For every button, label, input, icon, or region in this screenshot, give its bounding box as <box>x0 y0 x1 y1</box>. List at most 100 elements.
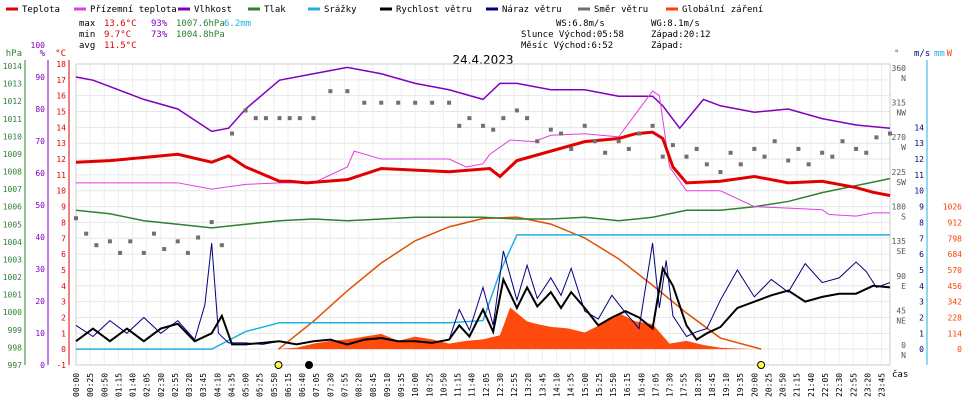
axis-ms-tick: 10 <box>914 187 924 196</box>
axis-ms-tick: 7 <box>919 234 924 243</box>
stat-min-temp: 9.7°C <box>104 30 131 40</box>
axis-hpa-tick: 1000 <box>3 308 22 317</box>
wind-direction-point <box>888 131 892 136</box>
wind-direction-point <box>230 131 235 136</box>
legend-label: Globální záření <box>682 5 763 15</box>
x-tick-label: 22:05 <box>821 373 830 397</box>
stat-sun-set: Západ:20:12 <box>651 30 711 40</box>
wind-direction-point <box>786 158 791 163</box>
axis-pct-tick: 30 <box>35 265 45 274</box>
axis-dir-name: W <box>901 143 906 152</box>
axis-hpa-tick: 1005 <box>3 220 22 229</box>
stat-avg-label: avg <box>79 41 95 51</box>
wind-direction-point <box>603 150 608 155</box>
stat-rain: 6.2mm <box>224 19 251 29</box>
stat-moon-set: Západ: <box>651 41 684 51</box>
x-tick-label: 03:20 <box>185 373 194 397</box>
wind-direction-point <box>209 220 214 225</box>
sunrise-marker <box>274 361 283 369</box>
wind-direction-point <box>328 89 333 94</box>
x-tick-label: 17:05 <box>651 373 660 397</box>
legend-label: Vlhkost <box>194 5 232 15</box>
wind-direction-point <box>141 250 146 255</box>
x-tick-label: 05:50 <box>270 373 279 397</box>
stat-max-label: max <box>79 19 96 29</box>
radiation-area <box>76 307 890 350</box>
x-tick-label: 11:40 <box>468 373 477 397</box>
wind-direction-point <box>243 108 248 113</box>
x-tick-label: 15:25 <box>595 373 604 397</box>
x-tick-label: 02:55 <box>171 373 180 397</box>
wind-direction-point <box>830 154 835 159</box>
wind-direction-point <box>430 100 435 105</box>
x-tick-label: 01:15 <box>114 373 123 397</box>
wind-direction-point <box>548 127 553 132</box>
wind-direction-point <box>670 143 675 148</box>
axis-wm2-tick: 912 <box>948 218 963 227</box>
wind-direction-point <box>277 116 282 121</box>
axis-celsius-tick: 10 <box>56 187 66 196</box>
x-tick-label: 02:05 <box>143 373 152 397</box>
wind-direction-point <box>287 116 292 121</box>
axis-hpa-tick: 1014 <box>3 62 22 71</box>
axis-pct-tick: 0 <box>40 361 45 370</box>
axis-celsius-tick: 9 <box>61 203 66 212</box>
wind-direction-point <box>175 239 180 244</box>
axis-wm2-tick: 0 <box>957 345 962 354</box>
axis-hpa-tick: 1007 <box>3 185 22 194</box>
axis-dir-name: SE <box>896 247 906 256</box>
wind-direction-point <box>107 239 112 244</box>
axis-celsius-tick: 13 <box>56 139 66 148</box>
wind-direction-point <box>569 146 574 151</box>
axis-dir-tick: 270 <box>892 133 907 142</box>
x-tick-label: 08:20 <box>355 373 364 397</box>
axis-mm-label: mm <box>934 49 945 59</box>
axis-celsius-tick: 5 <box>61 266 66 275</box>
wind-speed-line <box>75 265 891 346</box>
x-tick-label: 16:15 <box>623 373 632 397</box>
axis-wm2-tick: 228 <box>948 313 963 322</box>
legend-label: Přízemní teplota <box>90 5 177 15</box>
x-tick-label: 00:25 <box>86 373 95 397</box>
wind-direction-point <box>396 100 401 105</box>
axis-hpa-tick: 1008 <box>3 168 22 177</box>
axis-dir-name: S <box>901 213 906 222</box>
wind-direction-point <box>728 150 733 155</box>
wind-direction-point <box>738 162 743 167</box>
humidity-line <box>75 66 891 133</box>
x-tick-label: 19:10 <box>722 373 731 397</box>
legend-label: Tlak <box>264 5 286 15</box>
x-tick-label: 15:50 <box>609 373 618 397</box>
moonrise-marker <box>305 361 314 369</box>
x-tick-label: 21:15 <box>793 373 802 397</box>
axis-ms-label: m/s <box>914 49 930 59</box>
x-tick-label: 04:35 <box>227 373 236 397</box>
ground-temperature-line <box>76 90 890 217</box>
x-tick-label: 21:40 <box>807 373 816 397</box>
x-tick-label: 23:45 <box>878 373 887 397</box>
x-tick-label: 19:35 <box>736 373 745 397</box>
wind-direction-point <box>796 146 801 151</box>
wind-direction-point <box>297 116 302 121</box>
stat-max-humidity: 93% <box>151 19 168 29</box>
wind-direction-point <box>219 243 224 248</box>
wind-direction-point <box>840 139 845 144</box>
x-tick-label: 14:10 <box>552 373 561 397</box>
axis-ms-tick: 5 <box>919 266 924 275</box>
wind-direction-point <box>94 243 99 248</box>
axis-ms-tick: 11 <box>914 171 924 180</box>
x-tick-label: 06:15 <box>284 373 293 397</box>
legend-label: Rychlost větru <box>396 5 472 15</box>
axis-ms-tick: 6 <box>919 250 924 259</box>
plot-frame <box>75 63 891 366</box>
axis-hpa-tick: 1006 <box>3 203 22 212</box>
axis-pct-label: % <box>40 49 46 59</box>
axis-dir-label: ° <box>894 49 899 59</box>
axis-dir-name: N <box>901 351 906 360</box>
axis-dir-tick: 45 <box>896 307 906 316</box>
wind-direction-point <box>772 139 777 144</box>
x-tick-label: 10:00 <box>411 373 420 397</box>
axis-ms-tick: 2 <box>919 313 924 322</box>
axis-pct-tick: 70 <box>35 137 45 146</box>
